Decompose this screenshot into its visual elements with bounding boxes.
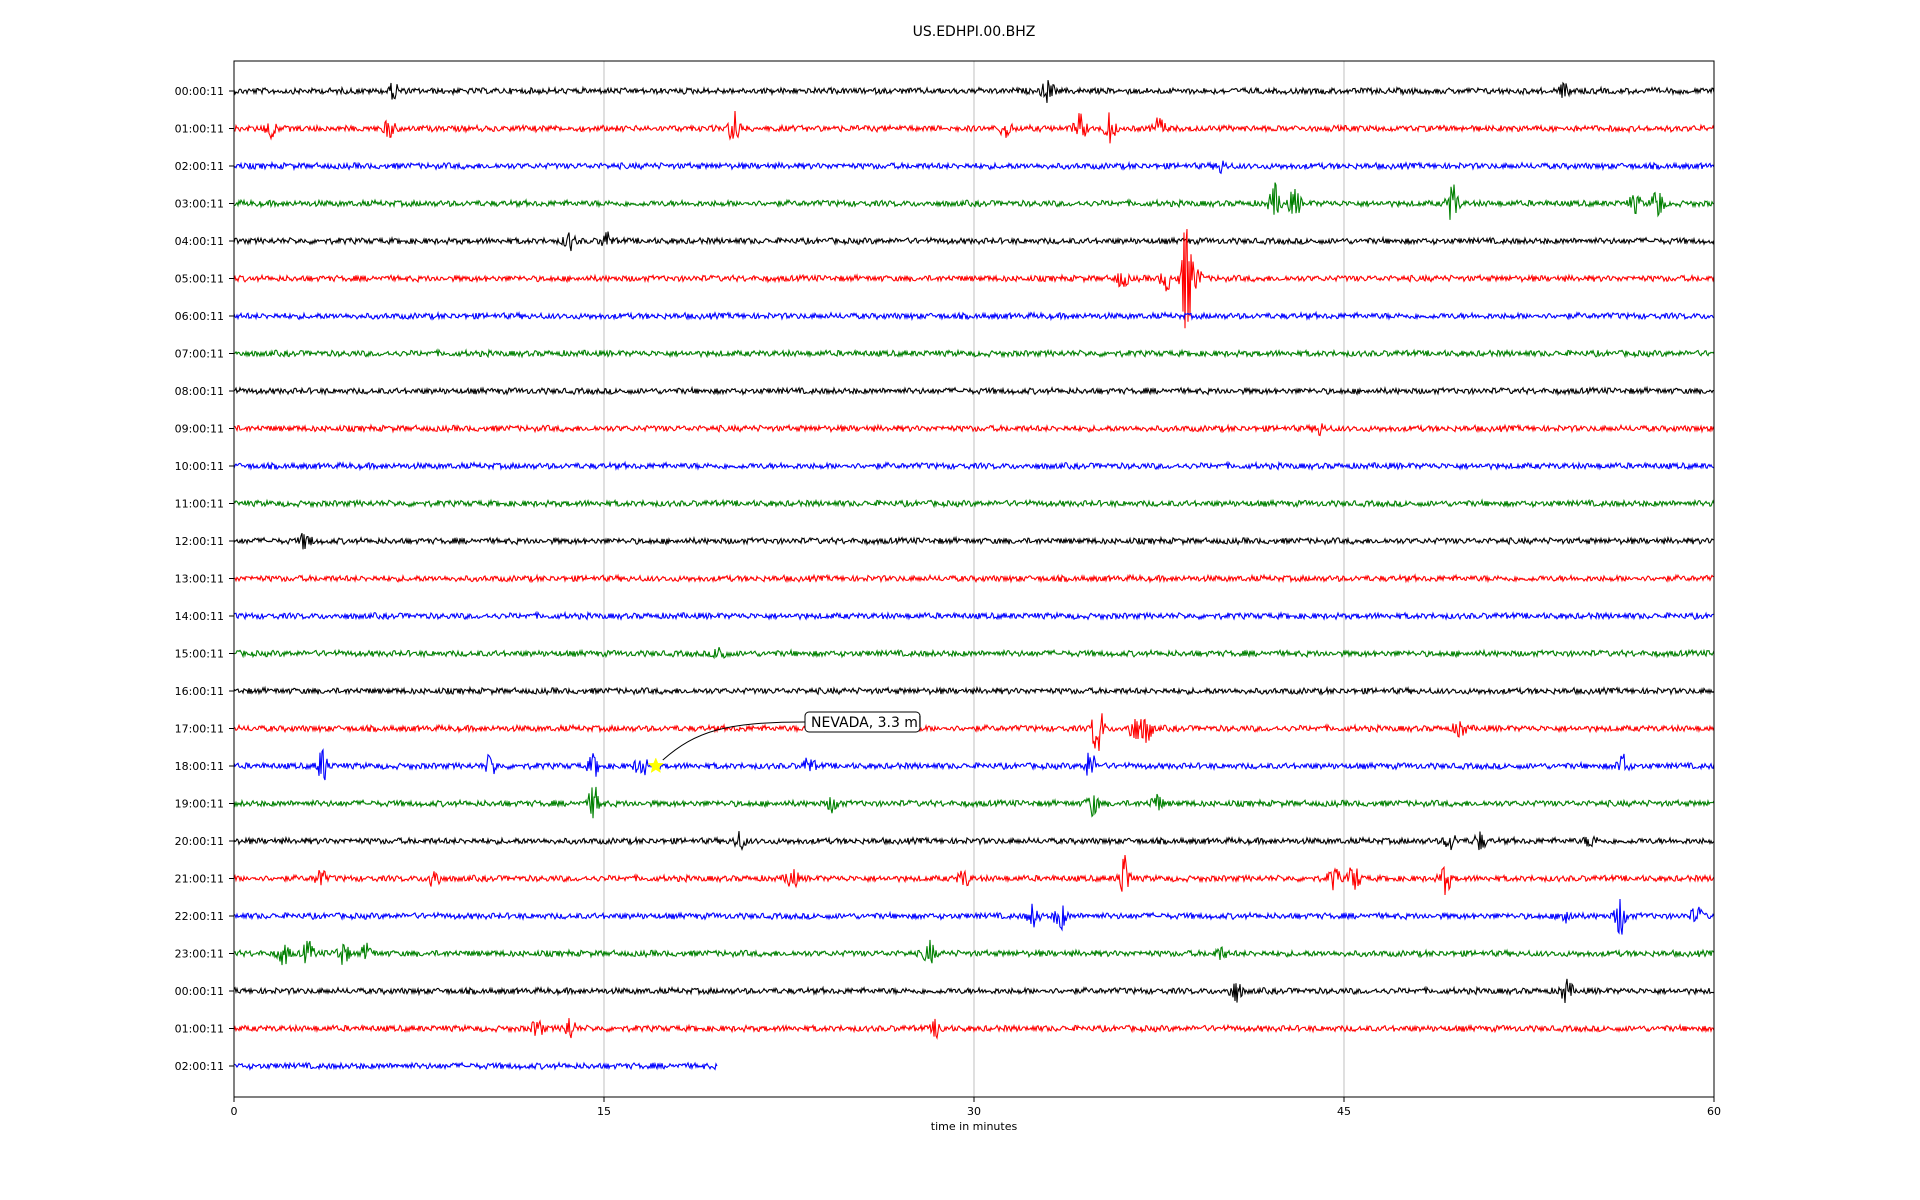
trace-line bbox=[233, 498, 1715, 509]
annotation-text: NEVADA, 3.3 ml bbox=[811, 715, 922, 731]
trace-line bbox=[233, 610, 1715, 621]
y-tick-label: 02:00:11 bbox=[175, 1060, 224, 1073]
x-tick-label: 60 bbox=[1707, 1105, 1721, 1118]
x-tick-label: 45 bbox=[1337, 1105, 1351, 1118]
y-tick-label: 10:00:11 bbox=[175, 460, 224, 473]
trace-line bbox=[233, 310, 1715, 322]
x-tick-label: 0 bbox=[231, 1105, 238, 1118]
trace-line bbox=[233, 939, 1715, 966]
annotation-arrow bbox=[662, 721, 806, 761]
y-tick-label: 20:00:11 bbox=[175, 835, 224, 848]
trace-line bbox=[233, 831, 1715, 852]
annotation-box bbox=[804, 711, 921, 733]
trace-line bbox=[233, 229, 1715, 329]
trace-line bbox=[233, 573, 1715, 584]
y-tick-label: 01:00:11 bbox=[175, 123, 224, 136]
y-tick-label: 17:00:11 bbox=[175, 723, 224, 736]
y-tick-label: 07:00:11 bbox=[175, 348, 224, 361]
y-tick-label: 21:00:11 bbox=[175, 873, 224, 886]
traces-group bbox=[233, 79, 1715, 1071]
trace-line bbox=[233, 231, 1715, 252]
event-star-marker bbox=[647, 757, 665, 774]
y-tick-label: 19:00:11 bbox=[175, 798, 224, 811]
y-tick-label: 04:00:11 bbox=[175, 235, 224, 248]
x-tick-label: 15 bbox=[597, 1105, 611, 1118]
trace-line bbox=[233, 110, 1715, 144]
y-tick-label: 01:00:11 bbox=[175, 1023, 224, 1036]
y-tick-label: 00:00:11 bbox=[175, 85, 224, 98]
y-tick-label: 23:00:11 bbox=[175, 948, 224, 961]
y-tick-label: 06:00:11 bbox=[175, 310, 224, 323]
trace-line bbox=[233, 1018, 1715, 1040]
trace-line bbox=[233, 898, 1715, 935]
trace-line bbox=[233, 713, 1715, 751]
y-tick-label: 09:00:11 bbox=[175, 423, 224, 436]
y-tick-label: 11:00:11 bbox=[175, 498, 224, 511]
y-tick-label: 03:00:11 bbox=[175, 198, 224, 211]
trace-line bbox=[233, 978, 1715, 1004]
trace-line bbox=[234, 647, 1715, 660]
x-axis-label: time in minutes bbox=[931, 1120, 1018, 1133]
chart-title: US.EDHPI.00.BHZ bbox=[913, 24, 1036, 40]
trace-line bbox=[233, 855, 1715, 896]
trace-line bbox=[233, 685, 1715, 697]
y-tick-label: 00:00:11 bbox=[175, 985, 224, 998]
trace-line bbox=[233, 160, 1715, 175]
y-tick-label: 16:00:11 bbox=[175, 685, 224, 698]
x-axis: 0 15 30 45 60 bbox=[231, 1097, 1721, 1118]
annotations-group: NEVADA, 3.3 ml bbox=[647, 711, 922, 774]
trace-line bbox=[233, 423, 1715, 437]
trace-line bbox=[233, 1061, 718, 1071]
trace-line bbox=[233, 79, 1715, 103]
trace-line bbox=[233, 348, 1715, 359]
y-tick-label: 22:00:11 bbox=[175, 910, 224, 923]
y-tick-label: 13:00:11 bbox=[175, 573, 224, 586]
y-tick-label: 12:00:11 bbox=[175, 535, 224, 548]
y-tick-label: 08:00:11 bbox=[175, 385, 224, 398]
trace-line bbox=[233, 533, 1715, 550]
x-tick-label: 30 bbox=[967, 1105, 981, 1118]
trace-line bbox=[233, 182, 1715, 220]
y-tick-label: 15:00:11 bbox=[175, 648, 224, 661]
y-tick-label: 05:00:11 bbox=[175, 273, 224, 286]
trace-line bbox=[233, 385, 1714, 396]
y-tick-labels: 00:00:11 01:00:11 02:00:11 03:00:11 04:00:11… bbox=[175, 85, 234, 1073]
trace-line bbox=[233, 748, 1715, 781]
trace-line bbox=[233, 786, 1715, 819]
y-tick-label: 18:00:11 bbox=[175, 760, 224, 773]
trace-line bbox=[233, 460, 1715, 472]
y-tick-label: 14:00:11 bbox=[175, 610, 224, 623]
y-tick-label: 02:00:11 bbox=[175, 160, 224, 173]
